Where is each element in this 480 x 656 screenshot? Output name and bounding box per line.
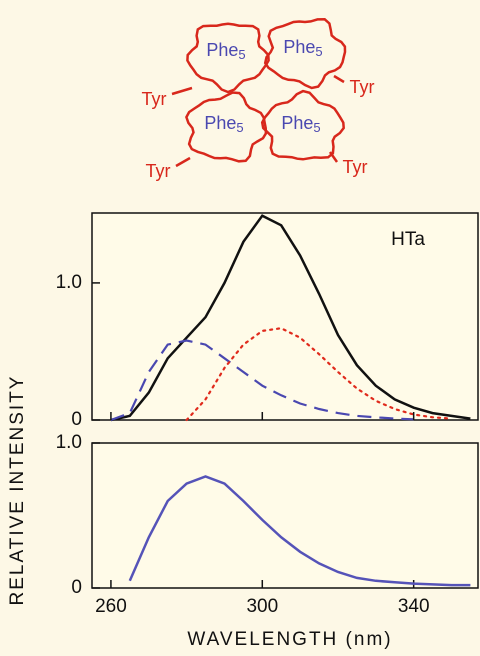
annotation: HTa	[391, 229, 425, 250]
y-axis-label: RELATIVE INTENSITY	[7, 375, 28, 606]
subunit-subscript: 5	[315, 44, 322, 59]
tyr-label: Tyr	[142, 89, 167, 109]
subunit-subscript: 5	[313, 120, 320, 135]
y-tick-label: 0	[71, 577, 82, 598]
y-tick-label: 0	[71, 409, 82, 430]
series-line	[185, 327, 453, 422]
subunit-name: Phe	[204, 113, 236, 133]
x-tick-label: 340	[398, 596, 430, 617]
subunit-name: Phe	[281, 113, 313, 133]
y-tick-label: 1.0	[56, 432, 82, 453]
tyr-stalk	[175, 156, 191, 168]
subunit-label: Phe5	[204, 113, 243, 136]
plot-frame	[91, 212, 479, 421]
subunit-outline	[186, 22, 270, 94]
series-line	[110, 339, 414, 422]
subunit-outline	[263, 18, 347, 90]
subunit-name: Phe	[283, 37, 315, 57]
x-tick-label: 260	[95, 596, 127, 617]
tyr-stalk	[171, 86, 193, 96]
tyr-label: Tyr	[350, 77, 375, 97]
subunit-subscript: 5	[238, 47, 245, 62]
subunit-subscript: 5	[236, 120, 243, 135]
series-line	[110, 214, 471, 422]
subunit-label: Phe5	[283, 37, 322, 60]
tyr-label: Tyr	[146, 161, 171, 181]
tyr-stalk	[328, 151, 339, 163]
subunit-outline	[185, 91, 268, 163]
tyr-stalk	[333, 74, 345, 84]
x-axis-label: WAVELENGTH (nm)	[187, 629, 392, 650]
x-tick-label: 300	[246, 596, 278, 617]
plot-frame	[91, 442, 479, 589]
subunit-name: Phe	[206, 40, 238, 60]
tyr-label: Tyr	[343, 157, 368, 177]
y-tick-label: 1.0	[56, 272, 82, 293]
subunit-outline	[260, 89, 345, 161]
subunit-label: Phe5	[206, 40, 245, 63]
subunit-label: Phe5	[281, 113, 320, 136]
series-line	[128, 475, 471, 587]
